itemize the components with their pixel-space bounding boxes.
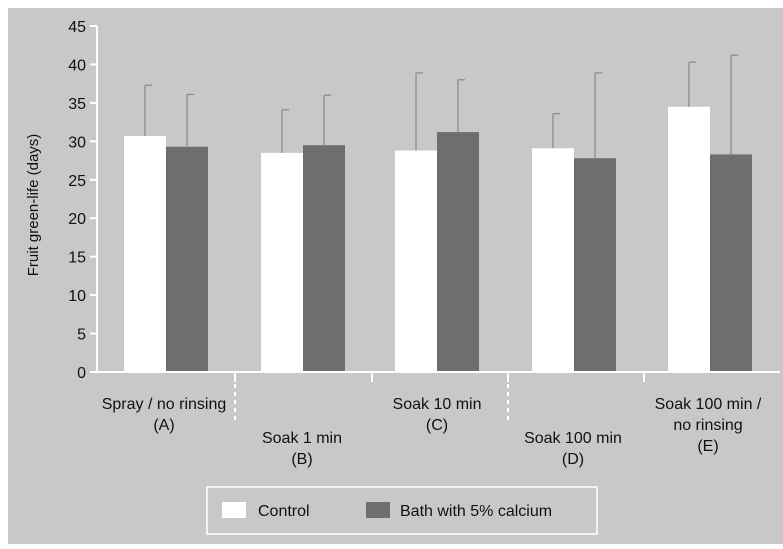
category-label-line: Soak 1 min bbox=[262, 430, 342, 447]
y-tick-label-15: 15 bbox=[68, 250, 86, 267]
y-tick-label-20: 20 bbox=[68, 211, 86, 228]
bar-calcium-4 bbox=[710, 154, 752, 372]
y-tick-label-45: 45 bbox=[68, 19, 86, 36]
y-tick-label-25: 25 bbox=[68, 173, 86, 190]
category-label-line: Soak 100 min bbox=[524, 430, 622, 447]
y-tick-label-0: 0 bbox=[77, 365, 86, 382]
bar-control-0 bbox=[124, 135, 166, 372]
category-label-2: Soak 10 min (C) bbox=[393, 396, 482, 434]
bar-control-1 bbox=[261, 152, 303, 372]
y-tick-label-35: 35 bbox=[68, 96, 86, 113]
category-label-line: (C) bbox=[426, 417, 448, 434]
category-label-1: Soak 1 min (B) bbox=[262, 430, 342, 468]
bar-calcium-0 bbox=[166, 146, 208, 372]
bar-control-2 bbox=[395, 150, 437, 372]
category-label-3: Soak 100 min (D) bbox=[524, 430, 622, 468]
y-tick-label-10: 10 bbox=[68, 288, 86, 305]
axes: 0 5 10 15 20 25 30 35 40 45 bbox=[68, 19, 780, 422]
y-tick-label-40: 40 bbox=[68, 57, 86, 74]
bar-control-3 bbox=[532, 148, 574, 372]
legend-swatch-control bbox=[222, 502, 246, 518]
category-label-line: (A) bbox=[153, 417, 174, 434]
bar-calcium-1 bbox=[303, 145, 345, 372]
category-label-line: no rinsing bbox=[673, 417, 742, 434]
bar-control-4 bbox=[668, 106, 710, 372]
legend-swatch-calcium bbox=[366, 502, 390, 518]
category-label-0: Spray / no rinsing (A) bbox=[102, 396, 227, 434]
category-label-4: Soak 100 min / no rinsing (E) bbox=[655, 396, 762, 455]
legend-label-calcium: Bath with 5% calcium bbox=[400, 503, 552, 520]
legend: Control Bath with 5% calcium bbox=[206, 486, 598, 535]
y-tick-label-30: 30 bbox=[68, 134, 86, 151]
category-label-line: (D) bbox=[562, 451, 584, 468]
plot-area bbox=[124, 54, 752, 372]
category-label-line: Soak 100 min / bbox=[655, 396, 762, 413]
legend-label-control: Control bbox=[258, 503, 310, 520]
y-tick-label-5: 5 bbox=[77, 327, 86, 344]
bar-calcium-3 bbox=[574, 158, 616, 372]
legend-box bbox=[206, 486, 598, 535]
y-axis-label: Fruit green-life (days) bbox=[25, 134, 42, 277]
category-label-line: Spray / no rinsing bbox=[102, 396, 227, 413]
category-labels: Spray / no rinsing (A)Soak 1 min (B)Soak 1… bbox=[102, 396, 762, 468]
bar-calcium-2 bbox=[437, 132, 479, 372]
category-label-line: (E) bbox=[697, 438, 718, 455]
category-label-line: Soak 10 min bbox=[393, 396, 482, 413]
category-label-line: (B) bbox=[291, 451, 312, 468]
